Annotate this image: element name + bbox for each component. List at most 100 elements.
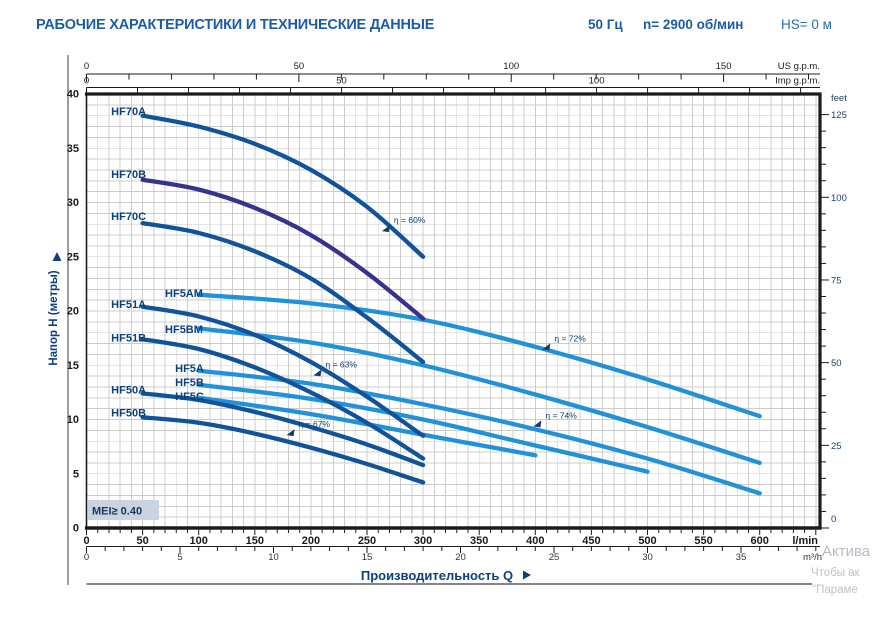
curve-label-hf5am: HF5AM (165, 288, 203, 300)
curve-label-hf51b: HF51B (111, 333, 146, 345)
us-gpm-tick-label: 50 (294, 61, 305, 72)
metres-tick-label: 20 (67, 306, 79, 318)
feet-tick-label: 0 (831, 514, 836, 525)
frequency-label: 50 Гц (588, 17, 623, 32)
windows-activation-watermark-line3: "Параме (812, 584, 858, 596)
l-min-tick-label: 450 (582, 535, 600, 547)
curve-label-hf70c: HF70C (111, 211, 146, 223)
m3h-tick-label: 20 (455, 552, 466, 563)
pump-curves (140, 113, 762, 496)
efficiency-labels: η = 60% η = 72% η = 63% η = 74% η = 67% (286, 215, 586, 437)
curve-label-hf5b: HF5B (175, 377, 204, 389)
axis-head-metres: 0 5 10 15 20 25 30 35 40 (67, 89, 79, 535)
imp-gpm-tick-label: 0 (84, 76, 89, 87)
curve-hf51b (140, 337, 426, 461)
m3h-tick-label: 10 (268, 552, 279, 563)
l-min-tick-label: 550 (694, 535, 712, 547)
curve-hf70b (140, 177, 426, 321)
us-gpm-unit-label: US g.p.m. (778, 61, 820, 72)
efficiency-arrow-icon (313, 369, 322, 377)
curve-hf5a (196, 368, 762, 496)
mei-label: MEI≥ 0.40 (92, 506, 142, 518)
us-gpm-tick-label: 100 (503, 61, 519, 72)
l-min-tick-label: 50 (136, 535, 148, 547)
axis-l-min: 0 50 100 150 200 250 300 350 400 450 500 550 600 l/mi… (83, 529, 818, 547)
curve-label-hf5bm: HF5BM (165, 324, 203, 336)
imp-gpm-tick-label: 50 (336, 76, 347, 87)
metres-tick-label: 10 (67, 414, 79, 426)
axis-titles: Производительность Q Напор H (метры) (48, 252, 531, 583)
curve-hf51a (140, 304, 426, 438)
feet-tick-label: 50 (831, 358, 842, 369)
windows-activation-watermark-line1: Актива (822, 543, 871, 560)
x-axis-title: Производительность Q (361, 568, 513, 583)
imp-gpm-tick-label: 100 (589, 76, 605, 87)
efficiency-label: η = 63% (325, 359, 357, 369)
efficiency-arrow-icon (381, 225, 390, 233)
curve-hf50a (140, 391, 426, 468)
efficiency-label: η = 74% (545, 410, 577, 420)
efficiency-label: η = 72% (554, 333, 586, 343)
axis-head-feet: 0 25 50 75 100 125 feet (820, 93, 847, 529)
l-min-tick-label: 250 (358, 535, 376, 547)
m3h-tick-label: 25 (549, 552, 560, 563)
us-gpm-tick-label: 0 (84, 61, 89, 72)
metres-tick-label: 0 (73, 523, 79, 535)
m3h-tick-label: 30 (642, 552, 653, 563)
curve-label-hf70a: HF70A (111, 106, 146, 118)
page-title: РАБОЧИЕ ХАРАКТЕРИСТИКИ И ТЕХНИЧЕСКИЕ ДАН… (36, 17, 435, 33)
l-min-unit-label: l/min (792, 535, 818, 547)
curve-hf50b (140, 415, 426, 485)
plot-grid (86, 94, 820, 528)
speed-label: n= 2900 об/мин (643, 17, 744, 32)
x-axis-arrow-icon (523, 570, 531, 580)
curve-label-hf50b: HF50B (111, 407, 146, 419)
m3h-tick-label: 35 (736, 552, 747, 563)
l-min-tick-label: 0 (83, 535, 89, 547)
curve-label-hf51a: HF51A (111, 299, 146, 311)
curve-hf5b (196, 382, 650, 474)
efficiency-arrow-icon (286, 429, 295, 437)
y-axis-title: Напор H (метры) (48, 270, 60, 365)
efficiency-arrow-icon (542, 343, 551, 351)
y-axis-arrow-icon (52, 252, 62, 261)
metres-tick-label: 35 (67, 143, 79, 155)
l-min-tick-label: 150 (246, 535, 264, 547)
curve-label-hf70b: HF70B (111, 169, 146, 181)
l-min-tick-label: 600 (751, 535, 769, 547)
metres-tick-label: 25 (67, 251, 79, 263)
curve-hf70a (140, 113, 426, 259)
efficiency-label: η = 60% (394, 215, 426, 225)
feet-tick-label: 100 (831, 193, 847, 204)
axis-us-gpm: 0 50 100 150 US g.p.m. (84, 61, 820, 82)
l-min-tick-label: 100 (190, 535, 208, 547)
us-gpm-tick-label: 150 (716, 61, 732, 72)
l-min-tick-label: 350 (470, 535, 488, 547)
curve-label-hf5a: HF5A (175, 363, 204, 375)
curve-label-hf50a: HF50A (111, 385, 146, 397)
axis-imp-gpm: 0 50 100 Imp g.p.m. (84, 76, 820, 95)
m3h-tick-label: 15 (362, 552, 373, 563)
metres-tick-label: 40 (67, 89, 79, 101)
l-min-tick-label: 200 (302, 535, 320, 547)
efficiency-label: η = 67% (299, 419, 331, 429)
pump-curve-labels: HF70A HF70B HF70C HF5AM HF51A HF5BM HF51B HF5A H… (111, 106, 204, 420)
metres-tick-label: 15 (67, 360, 79, 372)
curve-hf5bm (196, 326, 762, 466)
metres-tick-label: 30 (67, 197, 79, 209)
figure-frame (67, 55, 812, 585)
feet-tick-label: 25 (831, 441, 842, 452)
feet-unit-label: feet (831, 93, 847, 104)
curve-hf5am (196, 292, 762, 419)
l-min-tick-label: 400 (526, 535, 544, 547)
efficiency-arrow-icon (533, 420, 542, 428)
l-min-tick-label: 300 (414, 535, 432, 547)
m3h-unit-label: m³/h (803, 552, 822, 563)
mei-badge: MEI≥ 0.40 (88, 500, 159, 520)
suction-head-label: HS= 0 м (781, 17, 832, 32)
curve-hf70c (140, 220, 426, 365)
feet-tick-label: 125 (831, 110, 847, 121)
m3h-tick-label: 5 (177, 552, 182, 563)
